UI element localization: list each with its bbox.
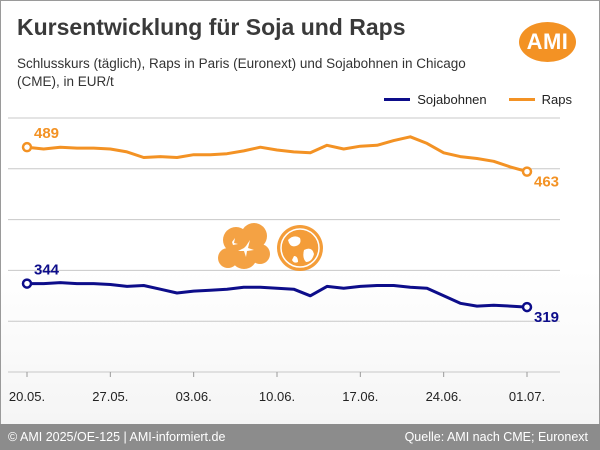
- series-start-label-sojabohnen: 344: [34, 262, 60, 279]
- legend-label-raps: Raps: [541, 92, 572, 107]
- x-axis-ticks: 20.05. 27.05. 03.06. 10.06. 17.06. 24.06. 01.0…: [9, 372, 545, 404]
- series-start-point-raps: [21, 141, 33, 153]
- legend: Sojabohnen Raps: [362, 92, 572, 107]
- legend-swatch-raps: [508, 98, 535, 101]
- series-start-point-sojabohnen: [21, 278, 33, 289]
- legend-label-sojabohnen: Sojabohnen: [417, 92, 487, 107]
- line-chart: 20.05. 27.05. 03.06. 10.06. 17.06. 24.06. 01.0…: [8, 117, 560, 404]
- legend-item-sojabohnen: Sojabohnen: [384, 92, 487, 107]
- chart-title: Kursentwicklung für Soja und Raps: [17, 14, 406, 40]
- series-end-point-raps: [521, 166, 533, 177]
- legend-swatch-sojabohnen: [384, 98, 411, 101]
- footer-source: Quelle: AMI nach CME; Euronext: [404, 430, 588, 444]
- grid: [8, 117, 560, 373]
- watermark-icons: [218, 223, 323, 271]
- series-line-sojabohnen: [25, 281, 529, 309]
- series-end-point-sojabohnen: [521, 301, 533, 313]
- x-tick-label: 17.06.: [342, 389, 378, 404]
- x-tick-label: 10.06.: [259, 389, 295, 404]
- series-end-labels: 489 463 344 319: [34, 125, 559, 326]
- series-line-raps: [25, 135, 529, 174]
- series-lines: [21, 135, 533, 313]
- x-tick-label: 20.05.: [9, 389, 45, 404]
- legend-item-raps: Raps: [508, 92, 572, 107]
- series-start-label-raps: 489: [34, 125, 59, 142]
- globe-icon: [277, 225, 323, 271]
- x-tick-label: 24.06.: [426, 389, 462, 404]
- footer-copyright: © AMI 2025/OE-125 | AMI-informiert.de: [8, 430, 226, 444]
- x-tick-label: 03.06.: [176, 389, 212, 404]
- chart-subtitle: Schlusskurs (täglich), Raps in Paris (Eu…: [17, 56, 466, 89]
- flower-icon: [218, 223, 270, 269]
- x-tick-label: 01.07.: [509, 389, 545, 404]
- footer-bar: © AMI 2025/OE-125 | AMI-informiert.de Qu…: [0, 424, 600, 450]
- ami-logo: AMI: [519, 22, 576, 62]
- series-end-label-sojabohnen: 319: [534, 309, 559, 326]
- series-end-label-raps: 463: [534, 174, 559, 191]
- x-tick-label: 27.05.: [92, 389, 128, 404]
